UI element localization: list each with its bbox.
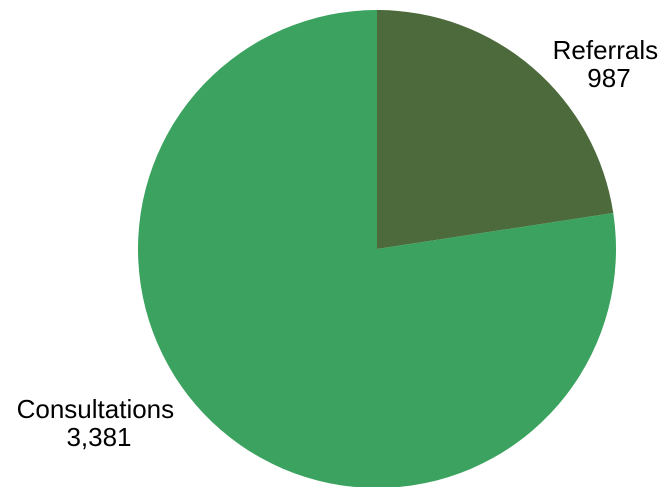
slice-label-referrals-value: 987 bbox=[587, 63, 630, 93]
slice-label-consultations-value: 3,381 bbox=[66, 422, 131, 452]
pie-slice-consultations bbox=[138, 10, 616, 487]
slice-label-consultations-name: Consultations bbox=[17, 394, 175, 424]
pie-slice-referrals bbox=[377, 10, 614, 249]
slice-labels: Referrals 987 Consultations 3,381 bbox=[17, 35, 666, 452]
slice-label-consultations: Consultations 3,381 bbox=[17, 394, 182, 452]
slice-label-referrals-name: Referrals bbox=[553, 35, 658, 65]
slice-label-referrals: Referrals 987 bbox=[553, 35, 666, 93]
pie-slices bbox=[138, 10, 616, 487]
